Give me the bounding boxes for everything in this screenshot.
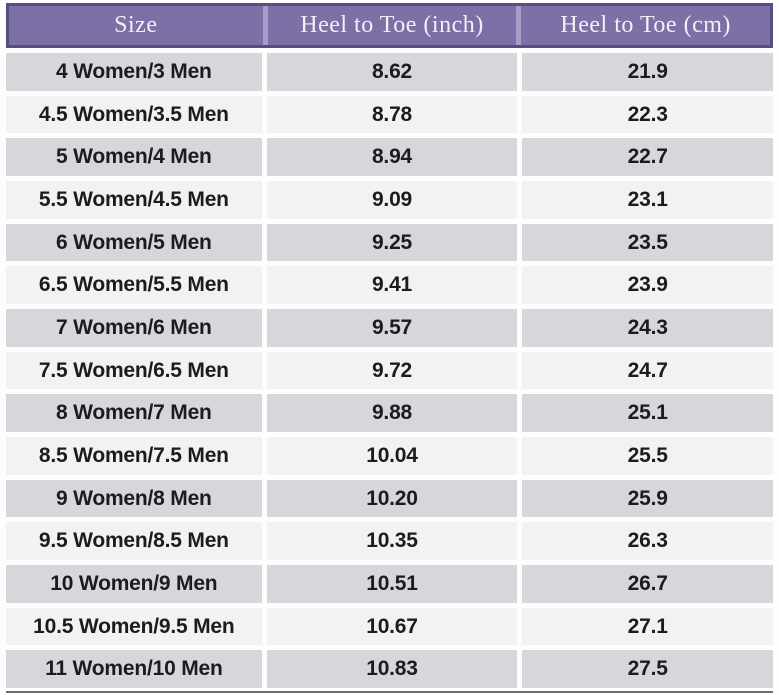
cm-cell: 22.3 bbox=[522, 95, 773, 134]
table-row: 7 Women/6 Men 9.57 24.3 bbox=[6, 309, 773, 347]
cm-cell: 24.3 bbox=[522, 309, 773, 347]
size-cell: 9 Women/8 Men bbox=[6, 479, 262, 518]
size-cell: 8 Women/7 Men bbox=[6, 394, 262, 433]
cm-cell: 22.7 bbox=[522, 138, 773, 177]
table-row: 11 Women/10 Men 10.83 27.5 bbox=[6, 650, 773, 689]
size-cell: 6 Women/5 Men bbox=[6, 223, 262, 262]
size-cell: 8.5 Women/7.5 Men bbox=[6, 437, 262, 475]
size-cell: 5 Women/4 Men bbox=[6, 138, 262, 177]
column-header-heel-to-toe-cm: Heel to Toe (cm) bbox=[521, 6, 770, 45]
cm-cell: 21.9 bbox=[522, 53, 773, 91]
cm-cell: 23.1 bbox=[522, 181, 773, 219]
table-row: 4.5 Women/3.5 Men 8.78 22.3 bbox=[6, 95, 773, 134]
table-row: 10 Women/9 Men 10.51 26.7 bbox=[6, 565, 773, 603]
table-row: 8.5 Women/7.5 Men 10.04 25.5 bbox=[6, 437, 773, 475]
cm-cell: 23.5 bbox=[522, 223, 773, 262]
column-header-size: Size bbox=[9, 6, 263, 45]
inch-cell: 10.51 bbox=[266, 565, 518, 603]
inch-cell: 9.88 bbox=[266, 394, 518, 433]
inch-cell: 10.83 bbox=[266, 650, 518, 689]
inch-cell: 8.94 bbox=[266, 138, 518, 177]
inch-cell: 10.20 bbox=[266, 479, 518, 518]
inch-cell: 10.04 bbox=[266, 437, 518, 475]
cm-cell: 27.5 bbox=[522, 650, 773, 689]
size-cell: 7 Women/6 Men bbox=[6, 309, 262, 347]
size-cell: 4 Women/3 Men bbox=[6, 53, 262, 91]
cm-cell: 23.9 bbox=[522, 266, 773, 305]
table-row: 5 Women/4 Men 8.94 22.7 bbox=[6, 138, 773, 177]
table-row: 6 Women/5 Men 9.25 23.5 bbox=[6, 223, 773, 262]
size-cell: 7.5 Women/6.5 Men bbox=[6, 351, 262, 390]
cm-cell: 27.1 bbox=[522, 607, 773, 646]
inch-cell: 10.35 bbox=[266, 522, 518, 561]
table-row: 8 Women/7 Men 9.88 25.1 bbox=[6, 394, 773, 433]
table-body: 4 Women/3 Men 8.62 21.9 4.5 Women/3.5 Men 8.… bbox=[6, 53, 773, 689]
table-header-row: Size Heel to Toe (inch) Heel to Toe (cm) bbox=[6, 3, 773, 48]
table-row: 6.5 Women/5.5 Men 9.41 23.9 bbox=[6, 266, 773, 305]
table-row: 10.5 Women/9.5 Men 10.67 27.1 bbox=[6, 607, 773, 646]
column-header-heel-to-toe-inch: Heel to Toe (inch) bbox=[267, 6, 517, 45]
size-cell: 6.5 Women/5.5 Men bbox=[6, 266, 262, 305]
size-cell: 9.5 Women/8.5 Men bbox=[6, 522, 262, 561]
inch-cell: 9.41 bbox=[266, 266, 518, 305]
table-row: 7.5 Women/6.5 Men 9.72 24.7 bbox=[6, 351, 773, 390]
table-row: 5.5 Women/4.5 Men 9.09 23.1 bbox=[6, 181, 773, 219]
inch-cell: 10.67 bbox=[266, 607, 518, 646]
cm-cell: 25.9 bbox=[522, 479, 773, 518]
table-row: 9 Women/8 Men 10.20 25.9 bbox=[6, 479, 773, 518]
inch-cell: 9.09 bbox=[266, 181, 518, 219]
size-cell: 5.5 Women/4.5 Men bbox=[6, 181, 262, 219]
cm-cell: 24.7 bbox=[522, 351, 773, 390]
size-cell: 4.5 Women/3.5 Men bbox=[6, 95, 262, 134]
table-row: 9.5 Women/8.5 Men 10.35 26.3 bbox=[6, 522, 773, 561]
inch-cell: 9.57 bbox=[266, 309, 518, 347]
cm-cell: 25.1 bbox=[522, 394, 773, 433]
cm-cell: 25.5 bbox=[522, 437, 773, 475]
bottom-edge-line bbox=[6, 691, 773, 693]
cm-cell: 26.3 bbox=[522, 522, 773, 561]
inch-cell: 8.62 bbox=[266, 53, 518, 91]
size-cell: 10.5 Women/9.5 Men bbox=[6, 607, 262, 646]
size-cell: 11 Women/10 Men bbox=[6, 650, 262, 689]
size-cell: 10 Women/9 Men bbox=[6, 565, 262, 603]
inch-cell: 8.78 bbox=[266, 95, 518, 134]
table-row: 4 Women/3 Men 8.62 21.9 bbox=[6, 53, 773, 91]
cm-cell: 26.7 bbox=[522, 565, 773, 603]
inch-cell: 9.25 bbox=[266, 223, 518, 262]
inch-cell: 9.72 bbox=[266, 351, 518, 390]
